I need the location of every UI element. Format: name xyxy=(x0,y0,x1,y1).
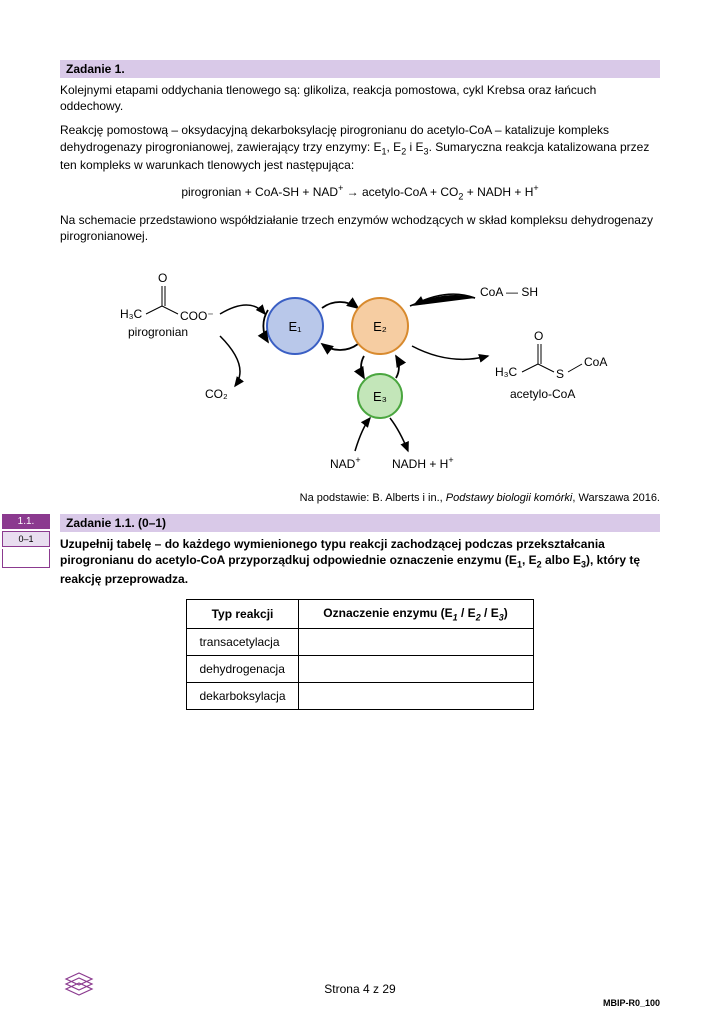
answer-cell[interactable] xyxy=(298,683,533,710)
subtask-points-badge: 0–1 xyxy=(2,531,50,547)
page-footer: Strona 4 z 29 xyxy=(0,982,720,996)
score-box[interactable] xyxy=(2,549,50,568)
intro-paragraph-2: Reakcję pomostową – oksydacyjną dekarbok… xyxy=(60,122,660,173)
svg-text:pirogronian: pirogronian xyxy=(128,325,188,339)
svg-text:H₃C: H₃C xyxy=(495,365,518,379)
intro-paragraph-1: Kolejnymi etapami oddychania tlenowego s… xyxy=(60,82,660,114)
subtask-number-badge: 1.1. xyxy=(2,514,50,529)
svg-text:NAD+: NAD+ xyxy=(330,455,361,471)
enzyme-diagram: H₃C O COO⁻ pirogronian CO₂ E₁ E₂ xyxy=(60,256,660,486)
table-row: dehydrogenacja xyxy=(187,656,533,683)
svg-text:O: O xyxy=(534,329,543,343)
answer-table: Typ reakcji Oznaczenie enzymu (E1 / E2 /… xyxy=(186,599,533,710)
table-col-2: Oznaczenie enzymu (E1 / E2 / E3) xyxy=(298,599,533,628)
svg-text:H₃C: H₃C xyxy=(120,307,143,321)
table-row: dekarboksylacja xyxy=(187,683,533,710)
task-header: Zadanie 1. xyxy=(60,60,660,78)
table-row: transacetylacja xyxy=(187,629,533,656)
svg-text:CoA: CoA xyxy=(584,355,607,369)
summary-equation: pirogronian + CoA-SH + NAD+ → acetylo-Co… xyxy=(60,183,660,201)
svg-text:CoA — SH: CoA — SH xyxy=(480,285,538,299)
svg-text:acetylo-CoA: acetylo-CoA xyxy=(510,387,575,401)
svg-text:CO₂: CO₂ xyxy=(205,387,228,401)
table-col-1: Typ reakcji xyxy=(187,599,298,628)
svg-text:NADH + H+: NADH + H+ xyxy=(392,455,454,471)
svg-text:E₁: E₁ xyxy=(288,319,302,334)
intro-paragraph-3: Na schemacie przedstawiono współdziałani… xyxy=(60,212,660,244)
document-id: MBIP-R0_100 xyxy=(603,998,660,1008)
subtask-instruction: Uzupełnij tabelę – do każdego wymienione… xyxy=(60,536,660,587)
answer-cell[interactable] xyxy=(298,629,533,656)
svg-text:COO⁻: COO⁻ xyxy=(180,309,214,323)
svg-text:O: O xyxy=(158,271,167,285)
svg-text:E₂: E₂ xyxy=(373,319,387,334)
svg-text:S: S xyxy=(556,367,564,381)
answer-cell[interactable] xyxy=(298,656,533,683)
citation: Na podstawie: B. Alberts i in., Podstawy… xyxy=(60,492,660,504)
pyruvate-structure: H₃C O COO⁻ pirogronian xyxy=(120,271,214,339)
subtask-header: Zadanie 1.1. (0–1) xyxy=(60,514,660,532)
svg-text:E₃: E₃ xyxy=(373,389,387,404)
margin-badges: 1.1. 0–1 xyxy=(2,514,50,710)
